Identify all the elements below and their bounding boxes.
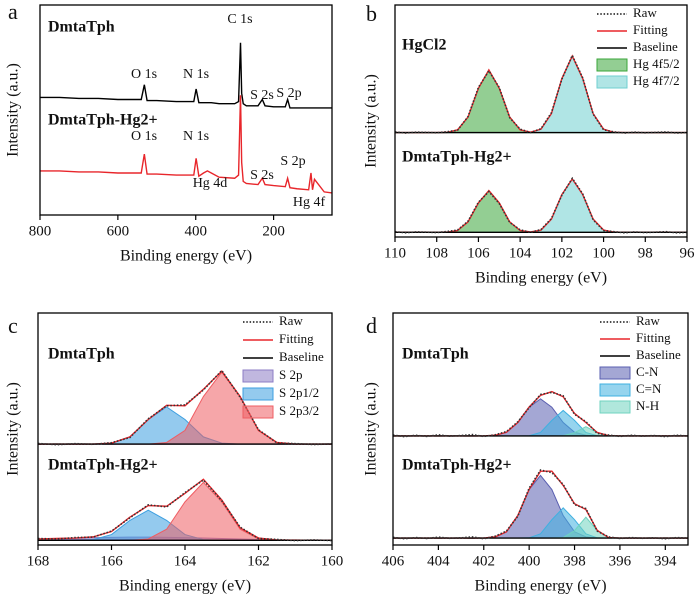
x-axis-label: Binding energy (eV)	[475, 270, 607, 287]
legend-swatch	[599, 383, 631, 397]
panel-label: b	[366, 1, 377, 26]
legend-swatch	[596, 58, 628, 72]
x-tick-label: 398	[563, 553, 586, 569]
panel-label: c	[8, 313, 18, 338]
legend-swatch	[599, 366, 631, 380]
y-axis-label: Intensity (a.u.)	[363, 74, 380, 168]
x-tick-label: 406	[382, 553, 405, 569]
component-area	[38, 481, 332, 541]
legend-label: S 2p3/2	[279, 403, 319, 418]
legend-label: Hg 4f5/2	[633, 56, 680, 71]
panel-label: a	[8, 0, 18, 24]
legend-label: N-H	[636, 398, 659, 413]
legend-label: C-N	[636, 364, 659, 379]
plot-frame	[37, 312, 333, 546]
legend-swatch	[242, 369, 274, 383]
x-tick-label: 404	[427, 553, 450, 569]
x-tick-label: 168	[27, 553, 50, 569]
spectrum-label: DmtaTph-Hg2+	[402, 457, 512, 474]
legend-label: Baseline	[636, 347, 681, 362]
x-tick-label: 102	[551, 245, 574, 261]
component-area	[395, 189, 687, 233]
x-tick-label: 394	[654, 553, 677, 569]
raw-line	[392, 391, 689, 438]
x-axis-label: Binding energy (eV)	[120, 248, 252, 265]
x-tick-label: 166	[100, 553, 123, 569]
peak-annotation: N 1s	[183, 67, 209, 82]
x-tick-label: 96	[680, 245, 696, 261]
peak-annotation: S 2p	[276, 86, 301, 101]
spectrum-line	[395, 177, 687, 234]
x-tick-label: 200	[262, 223, 285, 239]
legend-swatch	[242, 387, 274, 401]
peak-annotation: C 1s	[227, 12, 252, 27]
legend-swatch	[596, 75, 628, 89]
spectrum-line	[40, 42, 332, 109]
peak-annotation: N 1s	[183, 129, 209, 144]
y-axis-label: Intensity (a.u.)	[363, 382, 380, 476]
spectrum-label: DmtaTph-Hg2+	[402, 149, 512, 166]
legend-label: S 2p	[279, 367, 302, 382]
spectrum-label: DmtaTph-Hg2+	[48, 112, 158, 129]
legend-label: Raw	[279, 313, 303, 328]
peak-annotation: Hg 4d	[193, 176, 228, 191]
x-tick-label: 108	[425, 245, 448, 261]
component-area	[395, 178, 687, 233]
peak-annotation: S 2s	[250, 88, 274, 103]
x-axis-label: Binding energy (eV)	[474, 578, 606, 595]
x-tick-label: 100	[592, 245, 615, 261]
component-area	[393, 474, 688, 539]
spectrum-label: HgCl2	[402, 37, 446, 54]
raw-line	[394, 53, 688, 134]
raw-line	[394, 176, 688, 234]
peak-annotation: O 1s	[131, 67, 157, 82]
legend-label: Baseline	[633, 39, 678, 54]
x-tick-label: 110	[384, 245, 406, 261]
peak-annotation: O 1s	[131, 129, 157, 144]
legend-label: Fitting	[636, 330, 671, 345]
spectrum-line	[40, 95, 333, 194]
peak-annotation: Hg 4f	[293, 195, 326, 210]
legend-label: Baseline	[279, 349, 324, 364]
legend-label: Fitting	[633, 22, 668, 37]
plot-frame	[394, 4, 688, 238]
x-tick-label: 98	[638, 245, 653, 261]
spectrum-label: DmtaTph	[402, 346, 469, 363]
y-axis-label: Intensity (a.u.)	[5, 382, 22, 476]
legend-label: C=N	[636, 381, 662, 396]
plot-frame	[392, 312, 689, 546]
x-tick-label: 800	[29, 223, 52, 239]
legend-label: Fitting	[279, 331, 314, 346]
x-tick-label: 600	[107, 223, 130, 239]
x-tick-label: 164	[174, 553, 197, 569]
x-tick-label: 104	[509, 245, 532, 261]
legend-label: S 2p1/2	[279, 385, 319, 400]
x-tick-label: 162	[247, 553, 270, 569]
legend-label: Hg 4f7/2	[633, 73, 680, 88]
spectrum-label: DmtaTph	[48, 19, 115, 36]
legend-swatch	[599, 400, 631, 414]
legend-label: Raw	[633, 5, 657, 20]
x-axis-label: Binding energy (eV)	[119, 578, 251, 595]
x-tick-label: 396	[609, 553, 632, 569]
peak-annotation: S 2s	[250, 168, 274, 183]
spectrum-label: DmtaTph	[48, 346, 115, 363]
x-tick-label: 160	[321, 553, 344, 569]
x-tick-label: 402	[473, 553, 496, 569]
plot-frame	[39, 4, 333, 216]
legend-label: Raw	[636, 313, 660, 328]
x-tick-label: 400	[518, 553, 541, 569]
peak-annotation: S 2p	[280, 154, 305, 169]
y-axis-label: Intensity (a.u.)	[5, 63, 22, 157]
panel-label: d	[366, 313, 377, 338]
x-tick-label: 400	[184, 223, 207, 239]
raw-line	[392, 469, 689, 540]
spectrum-label: DmtaTph-Hg2+	[48, 457, 158, 474]
x-tick-label: 106	[467, 245, 490, 261]
legend-swatch	[242, 405, 274, 419]
